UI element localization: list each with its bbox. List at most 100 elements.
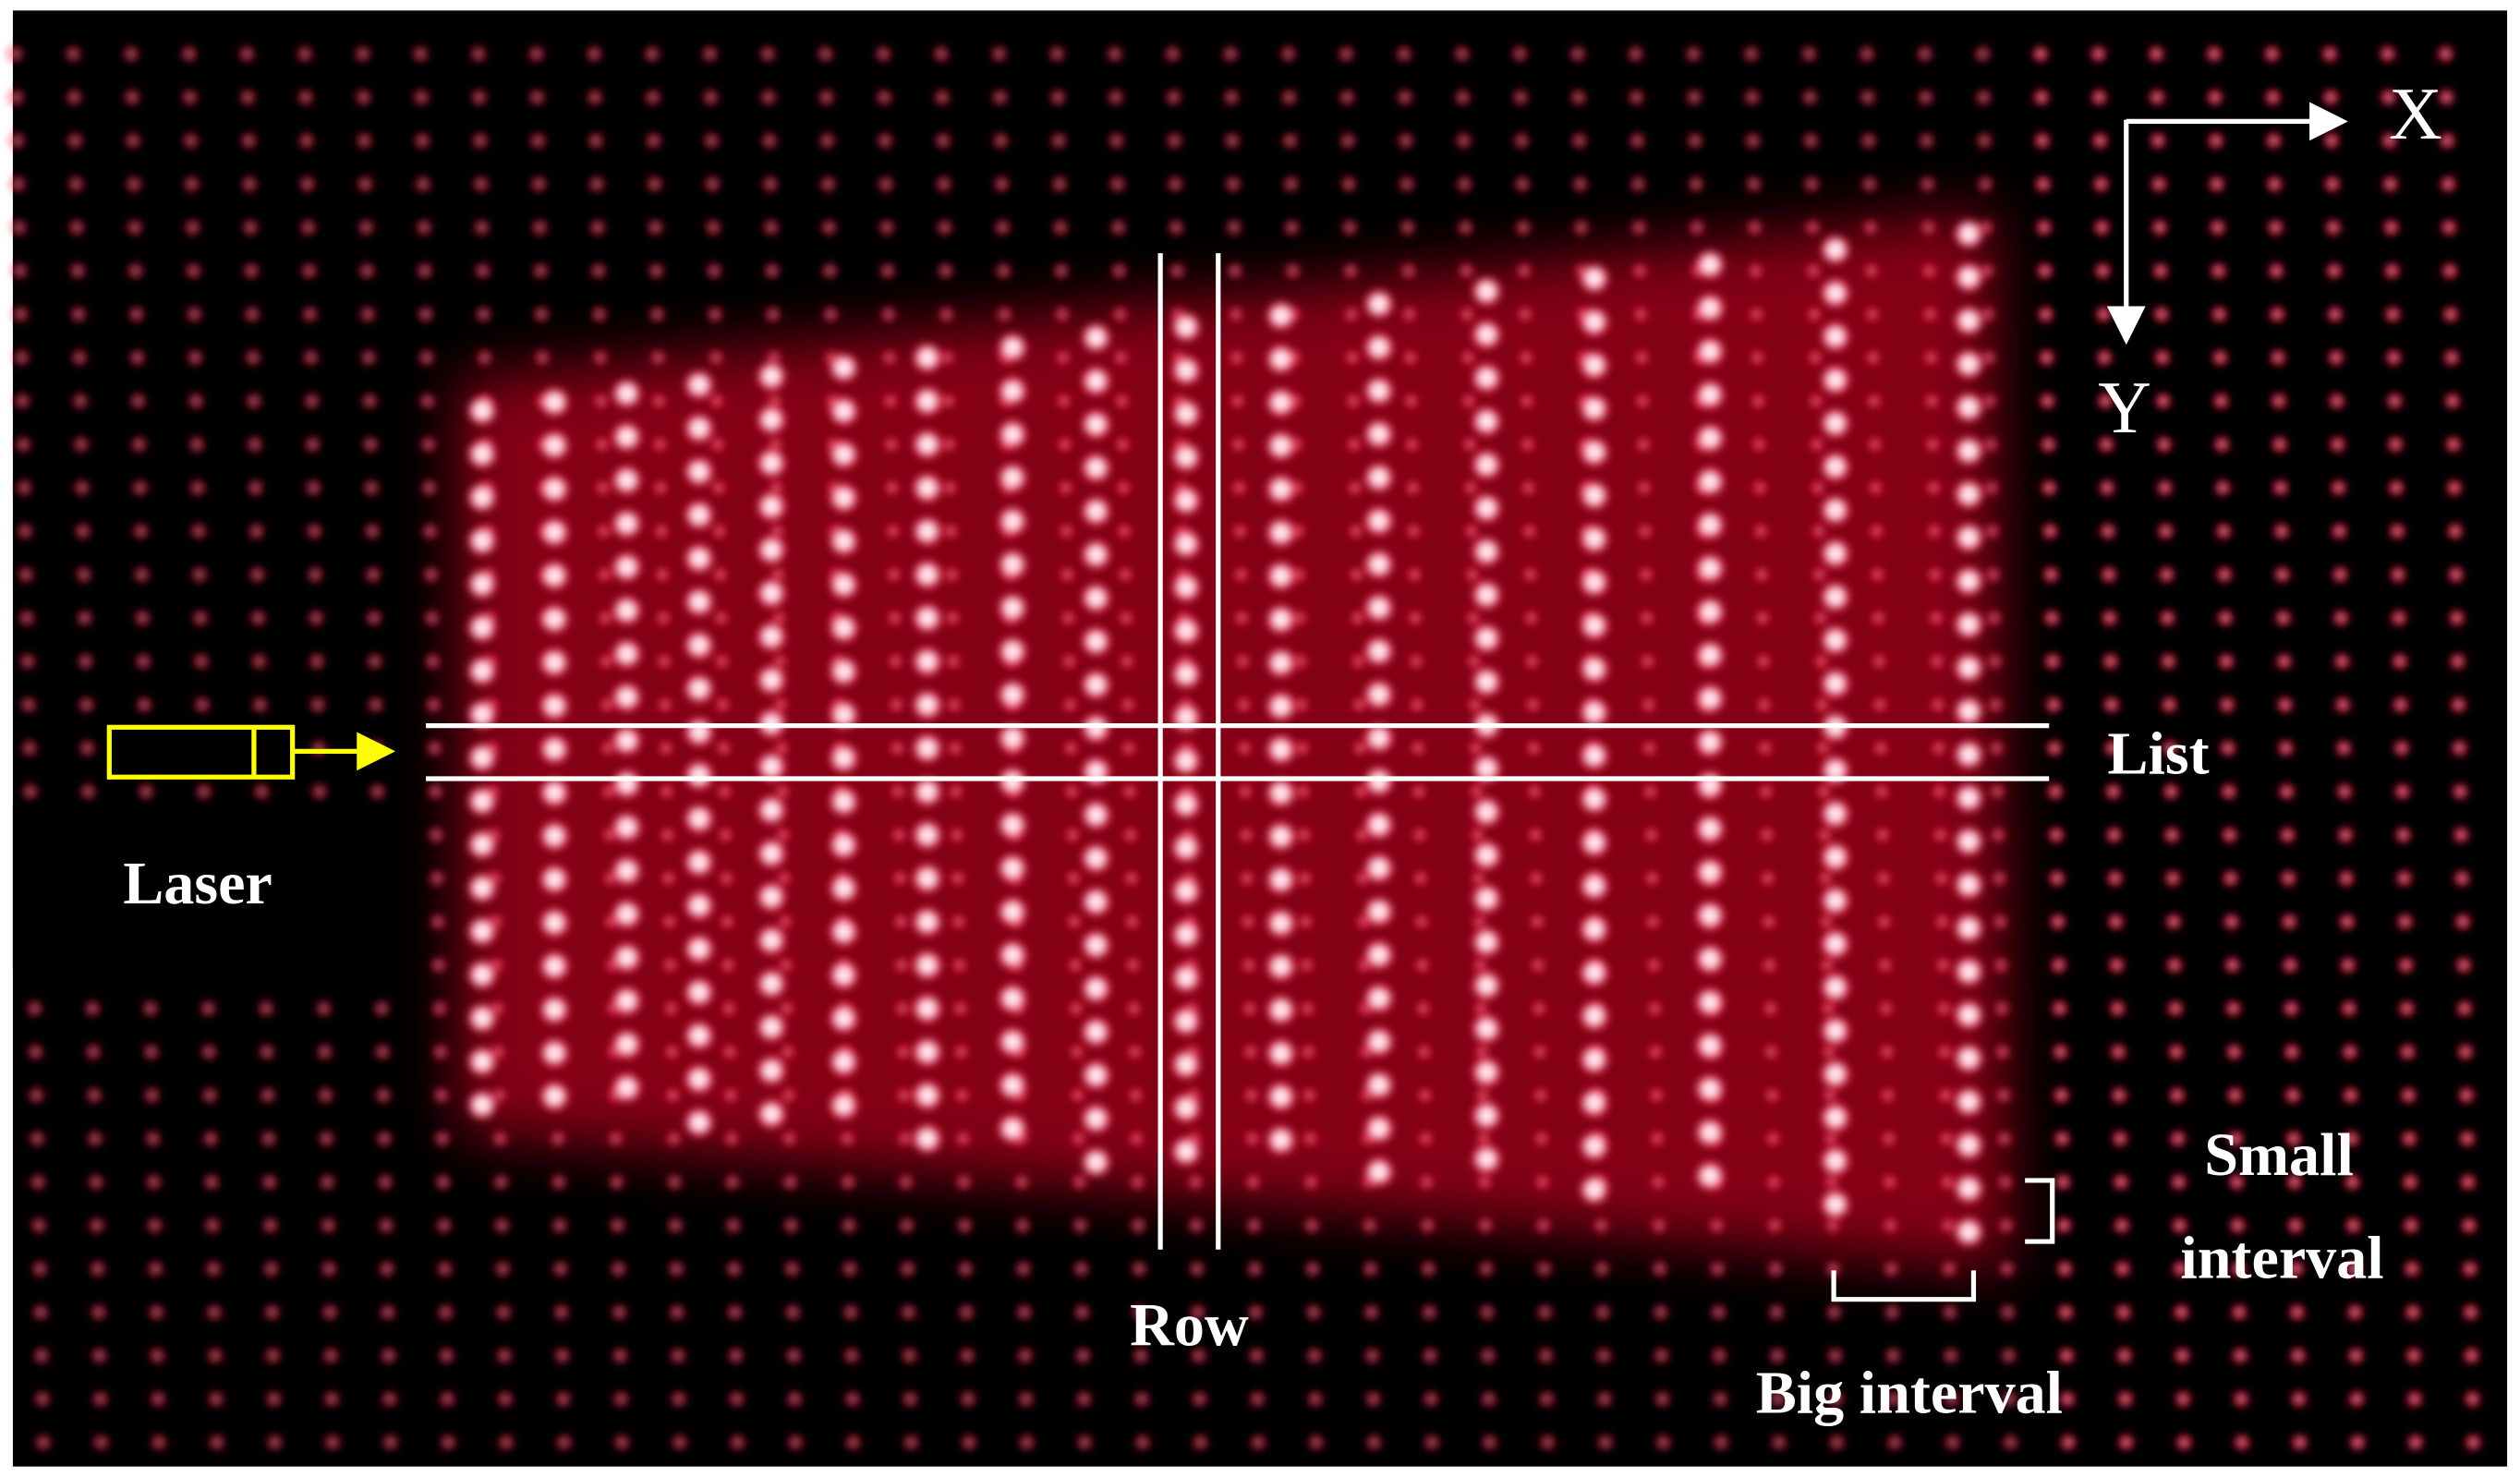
laser-spot bbox=[1361, 633, 1397, 670]
laser-spot bbox=[681, 410, 717, 446]
laser-spot bbox=[1459, 476, 1483, 500]
small-interval-bracket bbox=[2025, 1178, 2055, 1244]
laser-spot bbox=[1060, 736, 1083, 760]
laser-spot bbox=[2284, 1257, 2308, 1280]
laser-spot bbox=[2344, 1344, 2368, 1367]
laser-spot bbox=[147, 1387, 170, 1410]
laser-spot bbox=[1817, 623, 1853, 659]
laser-spot bbox=[994, 330, 1031, 366]
laser-spot bbox=[1469, 404, 1505, 440]
laser-spot bbox=[420, 606, 443, 630]
laser-spot bbox=[313, 1040, 336, 1063]
laser-spot bbox=[527, 129, 550, 152]
laser-spot bbox=[1920, 432, 1945, 456]
laser-spot bbox=[836, 1170, 860, 1193]
laser-spot bbox=[2048, 997, 2071, 1020]
laser-spot bbox=[1469, 360, 1505, 396]
laser-spot bbox=[432, 1214, 455, 1237]
laser-spot bbox=[1263, 818, 1299, 854]
laser-spot bbox=[1359, 1257, 1382, 1280]
laser-spot bbox=[2453, 1040, 2478, 1063]
laser-spot bbox=[782, 1387, 806, 1410]
laser-spot bbox=[1418, 1344, 1442, 1367]
laser-spot bbox=[2321, 216, 2345, 239]
laser-spot bbox=[1514, 345, 1538, 369]
laser-spot bbox=[2153, 476, 2176, 500]
laser-spot bbox=[425, 866, 449, 890]
laser-spot bbox=[1361, 546, 1397, 583]
laser-spot bbox=[1188, 1387, 1211, 1410]
laser-spot bbox=[254, 997, 278, 1020]
laser-spot bbox=[1358, 1214, 1381, 1237]
laser-spot bbox=[897, 1301, 920, 1324]
laser-spot bbox=[586, 216, 610, 239]
laser-spot bbox=[609, 983, 645, 1019]
laser-spot bbox=[1824, 1387, 1848, 1410]
laser-spot bbox=[662, 1127, 685, 1150]
laser-spot bbox=[1078, 1144, 1114, 1180]
laser-spot bbox=[994, 547, 1031, 583]
laser-spot bbox=[760, 260, 783, 283]
laser-spot bbox=[1652, 1431, 1675, 1454]
laser-spot bbox=[2044, 823, 2068, 847]
laser-spot bbox=[1646, 1170, 1670, 1193]
laser-spot bbox=[1078, 320, 1114, 356]
laser-spot bbox=[1917, 216, 1940, 239]
laser-spot bbox=[1078, 623, 1114, 660]
laser-spot bbox=[1418, 1301, 1441, 1324]
laser-spot bbox=[537, 515, 573, 551]
laser-spot bbox=[1868, 693, 1892, 717]
laser-spot bbox=[464, 523, 501, 559]
laser-spot bbox=[2322, 260, 2345, 283]
laser-spot bbox=[1576, 347, 1613, 383]
laser-spot bbox=[1341, 389, 1365, 413]
laser-spot bbox=[756, 42, 780, 66]
laser-spot bbox=[1951, 1040, 1987, 1076]
laser-spot bbox=[1684, 173, 1708, 196]
laser-spot bbox=[988, 86, 1012, 109]
laser-spot bbox=[529, 260, 552, 283]
laser-spot bbox=[2437, 216, 2461, 239]
laser-spot bbox=[65, 173, 88, 196]
laser-spot bbox=[942, 693, 966, 717]
laser-spot bbox=[316, 1170, 339, 1193]
laser-spot bbox=[64, 129, 87, 152]
laser-spot bbox=[1469, 663, 1505, 700]
laser-spot bbox=[663, 1170, 686, 1193]
laser-spot bbox=[6, 129, 29, 152]
laser-spot bbox=[1932, 953, 1955, 976]
laser-spot bbox=[940, 563, 963, 587]
laser-spot bbox=[2444, 563, 2467, 587]
laser-spot bbox=[2092, 303, 2115, 326]
laser-spot bbox=[1639, 780, 1662, 804]
list-label: List bbox=[2107, 720, 2209, 787]
laser-spot bbox=[2043, 780, 2067, 804]
laser-spot bbox=[121, 129, 145, 152]
laser-spot bbox=[2225, 1170, 2248, 1193]
laser-spot bbox=[948, 953, 971, 976]
laser-spot bbox=[366, 780, 389, 804]
laser-spot bbox=[909, 730, 945, 767]
laser-spot bbox=[2165, 1084, 2188, 1107]
laser-spot bbox=[1163, 129, 1186, 152]
laser-spot bbox=[1681, 42, 1705, 66]
laser-spot bbox=[2436, 129, 2459, 152]
laser-spot bbox=[29, 1301, 53, 1324]
laser-spot bbox=[1115, 649, 1139, 673]
laser-spot bbox=[2440, 345, 2464, 369]
laser-spot bbox=[2031, 173, 2054, 196]
laser-spot bbox=[1990, 997, 2014, 1020]
laser-spot bbox=[2387, 606, 2411, 630]
laser-spot bbox=[2455, 1127, 2479, 1150]
laser-spot bbox=[1928, 780, 1951, 804]
laser-spot bbox=[1817, 969, 1853, 1006]
laser-spot bbox=[990, 173, 1013, 196]
laser-spot bbox=[18, 736, 42, 760]
laser-spot bbox=[2212, 519, 2235, 543]
laser-spot bbox=[1591, 1301, 1615, 1324]
laser-spot bbox=[2103, 866, 2126, 890]
laser-spot bbox=[319, 1344, 343, 1367]
laser-spot bbox=[1404, 649, 1428, 673]
laser-spot bbox=[1751, 606, 1775, 630]
laser-spot bbox=[681, 627, 717, 663]
